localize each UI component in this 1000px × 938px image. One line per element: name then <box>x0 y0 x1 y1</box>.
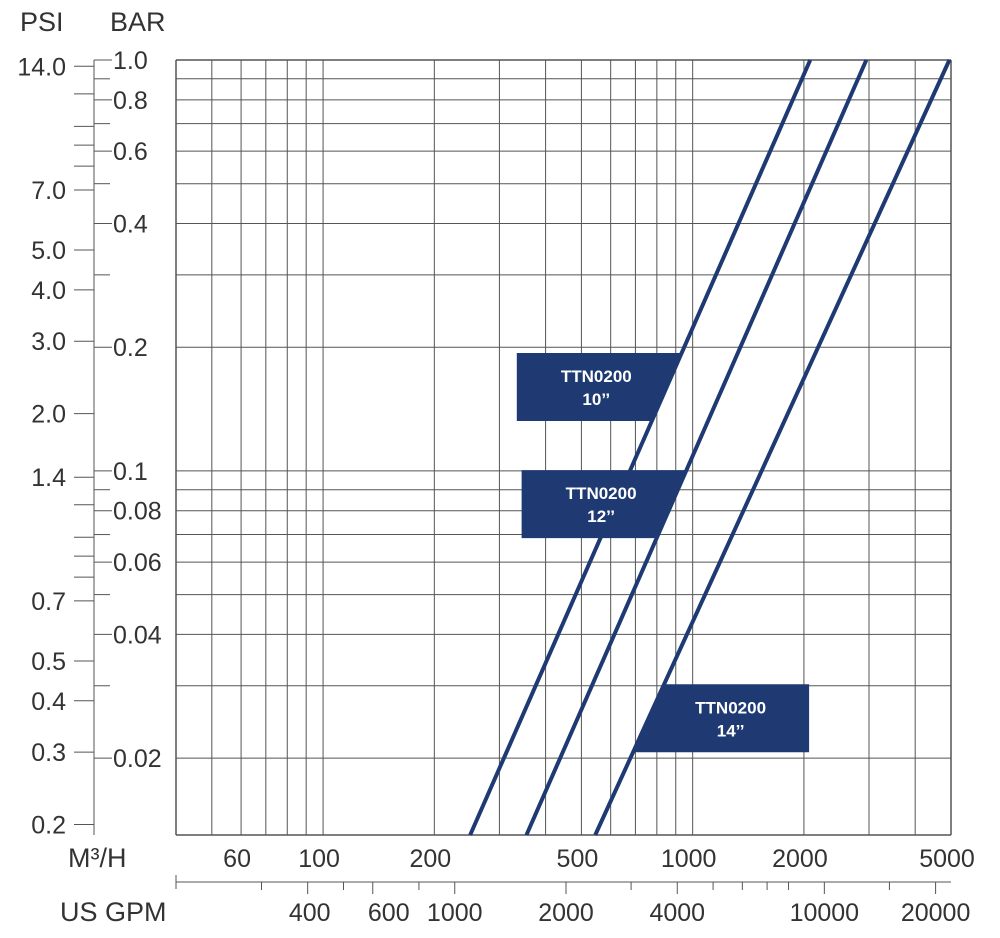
gpm-tick-label: 4000 <box>649 899 705 927</box>
m3h-tick-label: 5000 <box>919 845 975 873</box>
psi-tick-label: 3.0 <box>31 328 66 356</box>
m3h-tick-label: 100 <box>298 845 340 873</box>
bar-tick-label: 0.2 <box>113 334 148 362</box>
series-line-1 <box>468 59 813 836</box>
bar-tick-label: 0.02 <box>113 745 162 773</box>
series-label-size: 14’’ <box>717 721 745 740</box>
bar-tick-label: 0.4 <box>113 211 148 239</box>
bar-tick-label: 0.06 <box>113 549 162 577</box>
psi-tick-label: 2.0 <box>31 401 66 429</box>
m3h-unit-label: M³/H <box>68 843 126 873</box>
psi-tick-label: 0.7 <box>31 588 66 616</box>
series-label-box-1 <box>516 353 682 422</box>
psi-tick-label: 0.3 <box>31 739 66 767</box>
gpm-tick-label: 10000 <box>790 899 860 927</box>
series-label-model: TTN0200 <box>695 698 766 717</box>
series-label-size: 12’’ <box>587 507 615 526</box>
psi-tick-label: 5.0 <box>31 237 66 265</box>
gpm-tick-label: 20000 <box>901 899 971 927</box>
bar-tick-label: 0.08 <box>113 498 162 526</box>
m3h-tick-label: 60 <box>223 845 251 873</box>
series-labels: TTN0200 10’’ TTN0200 12’’ TTN0200 14’’ <box>516 353 810 753</box>
series-label-size: 10’’ <box>582 390 610 409</box>
psi-tick-label: 7.0 <box>31 177 66 205</box>
series-label-box-2 <box>521 470 687 539</box>
psi-tick-label: 0.5 <box>31 648 66 676</box>
bottom-axes: M³/H 60 100 200 500 1000 2000 5000 US GPM 400 600 1… <box>60 843 975 927</box>
psi-tick-label: 14.0 <box>17 53 66 81</box>
m3h-tick-label: 1000 <box>661 845 717 873</box>
left-axes: PSI BAR 14.0 7.0 5.0 4.0 3.0 2.0 1.4 0.7 0.5 0.4 0.3… <box>17 7 165 839</box>
psi-unit-label: PSI <box>20 7 64 37</box>
vertical-gridlines <box>211 60 916 835</box>
bar-tick-label: 0.6 <box>113 138 148 166</box>
bar-tick-label: 0.1 <box>113 458 148 486</box>
gpm-unit-label: US GPM <box>60 897 167 927</box>
psi-tick-label: 0.2 <box>31 811 66 839</box>
bar-tick-label: 1.0 <box>113 47 148 75</box>
gpm-tick-label: 2000 <box>538 899 594 927</box>
psi-tick-label: 0.4 <box>31 688 66 716</box>
series-label-model: TTN0200 <box>566 484 637 503</box>
m3h-tick-label: 200 <box>409 845 451 873</box>
bar-tick-label: 0.8 <box>113 87 148 115</box>
gpm-tick-label: 600 <box>368 899 410 927</box>
series-line-2 <box>524 59 869 836</box>
bar-unit-label: BAR <box>110 7 166 37</box>
plot-frame <box>175 59 952 836</box>
m3h-tick-label: 2000 <box>772 845 828 873</box>
psi-tick-label: 1.4 <box>31 464 66 492</box>
series-label-box-3 <box>633 684 810 753</box>
gpm-tick-label: 400 <box>289 899 331 927</box>
series-label-model: TTN0200 <box>561 367 632 386</box>
bar-tick-label: 0.04 <box>113 621 162 649</box>
gpm-tick-label: 1000 <box>427 899 483 927</box>
psi-tick-label: 4.0 <box>31 277 66 305</box>
m3h-tick-label: 500 <box>557 845 599 873</box>
